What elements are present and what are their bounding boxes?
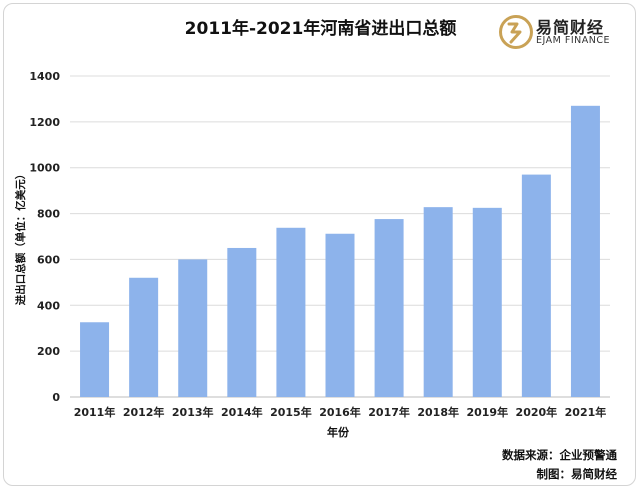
y-tick-label: 400 xyxy=(37,299,60,312)
brand-subtitle: EJAM FINANCE xyxy=(536,35,610,46)
x-tick-label: 2021年 xyxy=(565,405,607,419)
bar xyxy=(178,259,208,397)
y-tick-label: 1400 xyxy=(29,70,60,83)
x-tick-label: 2018年 xyxy=(417,405,459,419)
x-tick-label: 2015年 xyxy=(270,405,312,419)
x-tick-label: 2014年 xyxy=(221,405,263,419)
bar xyxy=(423,207,453,397)
x-tick-label: 2013年 xyxy=(172,405,214,419)
bar xyxy=(521,174,551,397)
x-tick-label: 2017年 xyxy=(368,405,410,419)
y-tick-label: 800 xyxy=(37,208,60,221)
bar xyxy=(276,227,306,397)
chart-title: 2011年-2021年河南省进出口总额 xyxy=(184,19,457,39)
y-tick-label: 200 xyxy=(37,345,60,358)
bar xyxy=(570,105,600,398)
bars xyxy=(80,105,600,398)
brand-name: 易简财经 xyxy=(536,18,605,37)
x-axis-label: 年份 xyxy=(327,425,350,439)
bar xyxy=(80,322,110,397)
x-tick-label: 2019年 xyxy=(466,405,508,419)
y-tick-label: 1200 xyxy=(29,116,60,129)
x-tick-labels: 2011年 2012年 2013年 2014年 2015年 2016年 2017年 2018年… xyxy=(74,405,607,419)
y-axis-label: 进出口总额（单位：亿美元） xyxy=(14,169,27,306)
y-tick-label: 1000 xyxy=(29,162,60,175)
data-source-note: 数据来源：企业预警通 xyxy=(502,448,617,462)
x-tick-label: 2011年 xyxy=(74,405,116,419)
y-tick-label: 600 xyxy=(37,253,60,266)
x-tick-label: 2016年 xyxy=(319,405,361,419)
bar xyxy=(374,219,404,397)
ej-monogram-icon xyxy=(499,15,533,49)
x-tick-label: 2012年 xyxy=(123,405,165,419)
chart-maker-note: 制图：易简财经 xyxy=(536,467,618,481)
bar xyxy=(472,207,502,397)
y-tick-labels: 0 200 400 600 800 1000 1200 1400 xyxy=(29,70,60,404)
bar xyxy=(325,233,355,397)
y-tick-label: 0 xyxy=(52,391,60,404)
bar xyxy=(227,247,257,397)
bar xyxy=(129,277,159,397)
x-tick-label: 2020年 xyxy=(516,405,558,419)
